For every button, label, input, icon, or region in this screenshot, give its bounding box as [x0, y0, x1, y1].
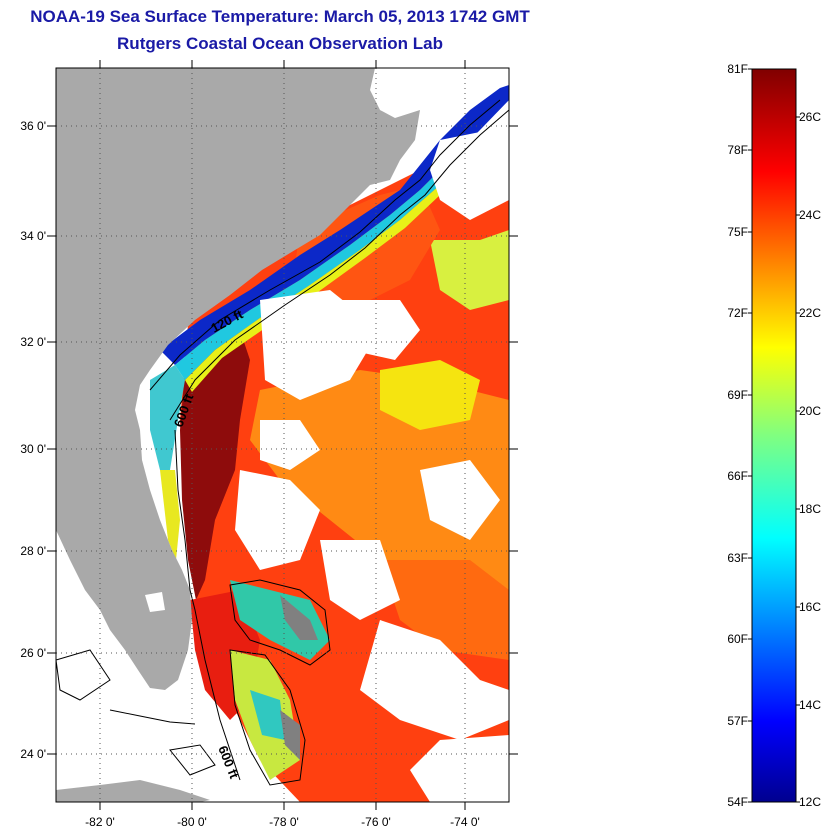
- colorbar: [752, 69, 796, 802]
- colorbar-c-22: 22C: [799, 306, 822, 320]
- colorbar-c-24: 24C: [799, 208, 822, 222]
- keys-contour: [169, 744, 216, 776]
- lat-label-28: 28 0': [20, 544, 46, 558]
- cold-shelf-water: [160, 85, 509, 365]
- map-subtitle: Rutgers Coastal Ocean Observation Lab: [117, 34, 443, 53]
- cloud-patches: [235, 130, 509, 802]
- colorbar-c-14: 14C: [799, 698, 822, 712]
- colorbar-f-60: 60F: [727, 632, 748, 646]
- bahamas-island-2: [280, 710, 300, 760]
- yellow-shelf-band: [185, 185, 440, 392]
- map-title: NOAA-19 Sea Surface Temperature: March 0…: [30, 7, 530, 26]
- contour-600ft-south: [174, 429, 241, 781]
- bahamas-island: [280, 595, 318, 640]
- colorbar-frame: [751, 68, 797, 803]
- lat-label-36: 36 0': [20, 119, 46, 133]
- sst-orange-field-2: [380, 560, 509, 660]
- contour-120ft: [149, 99, 501, 391]
- graticule: [56, 68, 509, 802]
- colorbar-f-57: 57F: [727, 714, 748, 728]
- colorbar-f-54: 54F: [727, 795, 748, 809]
- lat-label-26: 26 0': [20, 646, 46, 660]
- colorbar-f-81: 81F: [727, 62, 748, 76]
- map-frame: [55, 67, 510, 803]
- lat-label-24: 24 0': [20, 747, 46, 761]
- lat-label-32: 32 0': [20, 335, 46, 349]
- colorbar-f-63: 63F: [727, 551, 748, 565]
- sst-yellow-green-patch: [430, 230, 509, 310]
- sst-orange-field: [250, 370, 509, 620]
- sst-yellow-patch: [380, 360, 480, 430]
- lat-label-34: 34 0': [20, 229, 46, 243]
- bahamas-contour-north: [229, 579, 331, 666]
- colorbar-ticks: [748, 68, 800, 803]
- gulf-stream-core: [180, 330, 250, 600]
- lon-label-74: -74 0': [450, 815, 480, 829]
- lon-label-82: -82 0': [85, 815, 115, 829]
- colorbar-c-12: 12C: [799, 795, 822, 809]
- colorbar-f-66: 66F: [727, 469, 748, 483]
- bahamas-contour-south: [229, 649, 306, 786]
- colorbar-c-16: 16C: [799, 600, 822, 614]
- colorbar-c-20: 20C: [799, 404, 822, 418]
- colorbar-c-26: 26C: [799, 110, 822, 124]
- us-landmass: [56, 68, 420, 690]
- colorbar-f-78: 78F: [727, 143, 748, 157]
- lat-label-30: 30 0': [20, 442, 46, 456]
- lon-label-78: -78 0': [269, 815, 299, 829]
- lake-okeechobee: [145, 592, 165, 612]
- lon-label-80: -80 0': [177, 815, 207, 829]
- colorbar-f-69: 69F: [727, 388, 748, 402]
- contour-600ft: [169, 109, 509, 421]
- florida-keys: [109, 709, 196, 725]
- bahamas-bank-inner: [250, 690, 285, 740]
- colorbar-f-75: 75F: [727, 225, 748, 239]
- colorbar-f-72: 72F: [727, 306, 748, 320]
- cyan-shelf-band: [175, 170, 440, 380]
- lon-label-76: -76 0': [361, 815, 391, 829]
- axis-ticks: [47, 60, 518, 810]
- cuba-landmass: [56, 780, 210, 802]
- shelf-yellow-south: [160, 470, 180, 560]
- shelf-cyan-south: [150, 365, 185, 470]
- gulf-contour: [56, 649, 111, 701]
- colorbar-c-18: 18C: [799, 502, 822, 516]
